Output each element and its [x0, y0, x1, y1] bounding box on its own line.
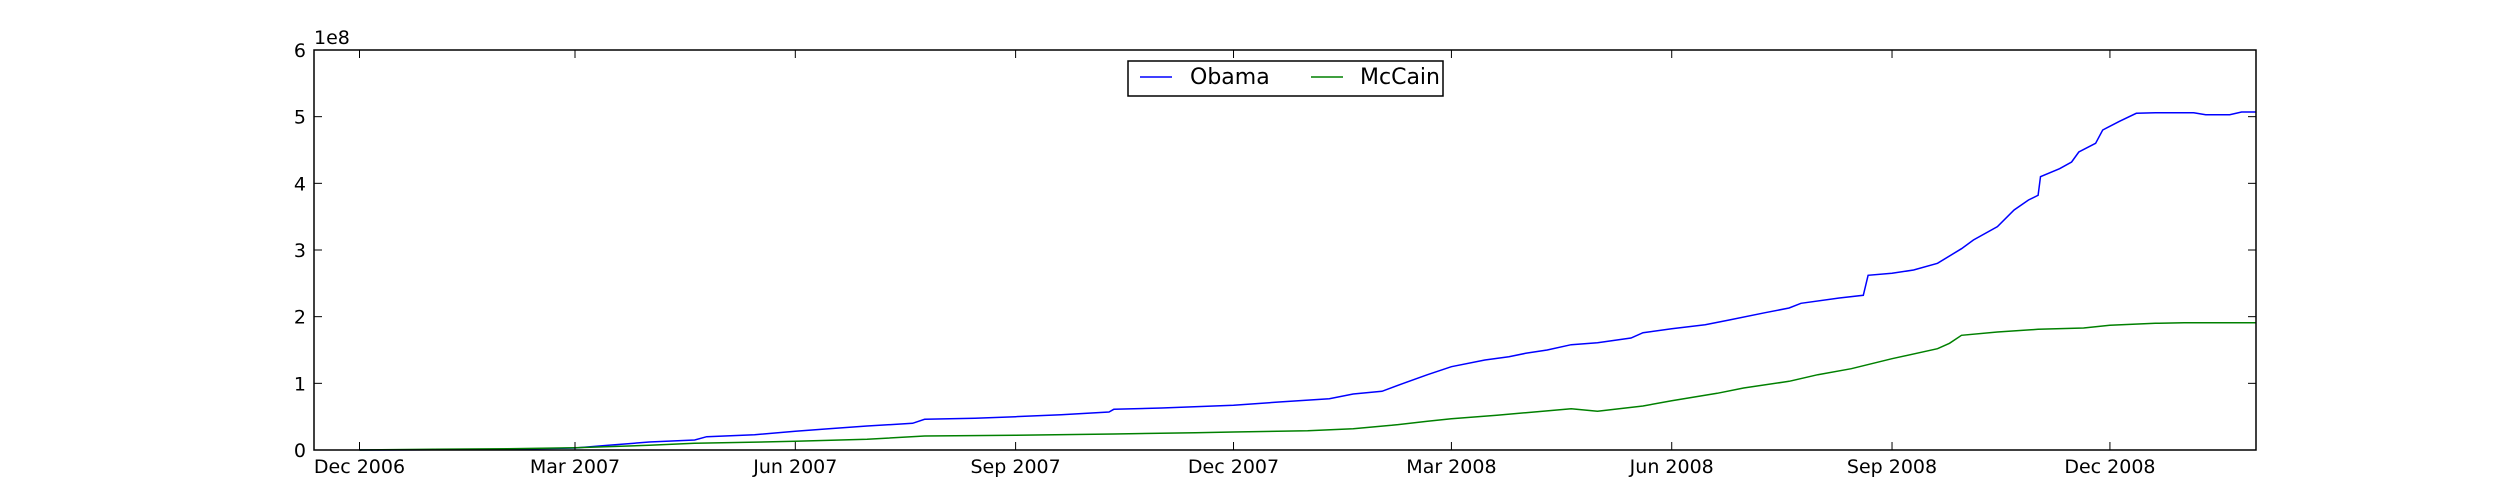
y-tick-label: 5	[294, 107, 306, 129]
y-offset-label: 1e8	[314, 27, 350, 49]
y-tick-label: 6	[294, 40, 306, 62]
x-tick-label: Jun 2007	[752, 456, 837, 478]
plot-area	[314, 50, 2256, 450]
y-tick-label: 2	[294, 307, 306, 329]
series-line-mccain	[359, 321, 2256, 451]
series-layer	[359, 111, 2256, 451]
x-tick-label: Jun 2008	[1629, 456, 1714, 478]
y-axis: 0 1 2 3 4 5 6	[294, 40, 2256, 462]
y-tick-label: 1	[294, 373, 306, 395]
x-axis: Dec 2006 Mar 2007 Jun 2007 Sep 2007 Dec 2007…	[314, 50, 2156, 478]
legend-label-obama: Obama	[1190, 65, 1270, 90]
x-tick-label: Mar 2007	[530, 456, 620, 478]
x-tick-label: Dec 2008	[2064, 456, 2155, 478]
legend: Obama McCain	[1127, 60, 1444, 97]
legend-box	[1127, 60, 1444, 97]
legend-label-mccain: McCain	[1360, 65, 1440, 90]
y-tick-label: 4	[294, 173, 306, 195]
x-tick-label: Dec 2007	[1188, 456, 1279, 478]
x-tick-label: Sep 2007	[971, 456, 1061, 478]
series-line-obama	[359, 111, 2256, 451]
y-tick-label: 0	[294, 440, 306, 462]
x-tick-label: Sep 2008	[1847, 456, 1937, 478]
x-tick-label: Mar 2008	[1406, 456, 1496, 478]
y-tick-label: 3	[294, 240, 306, 262]
x-tick-label: Dec 2006	[314, 456, 405, 478]
